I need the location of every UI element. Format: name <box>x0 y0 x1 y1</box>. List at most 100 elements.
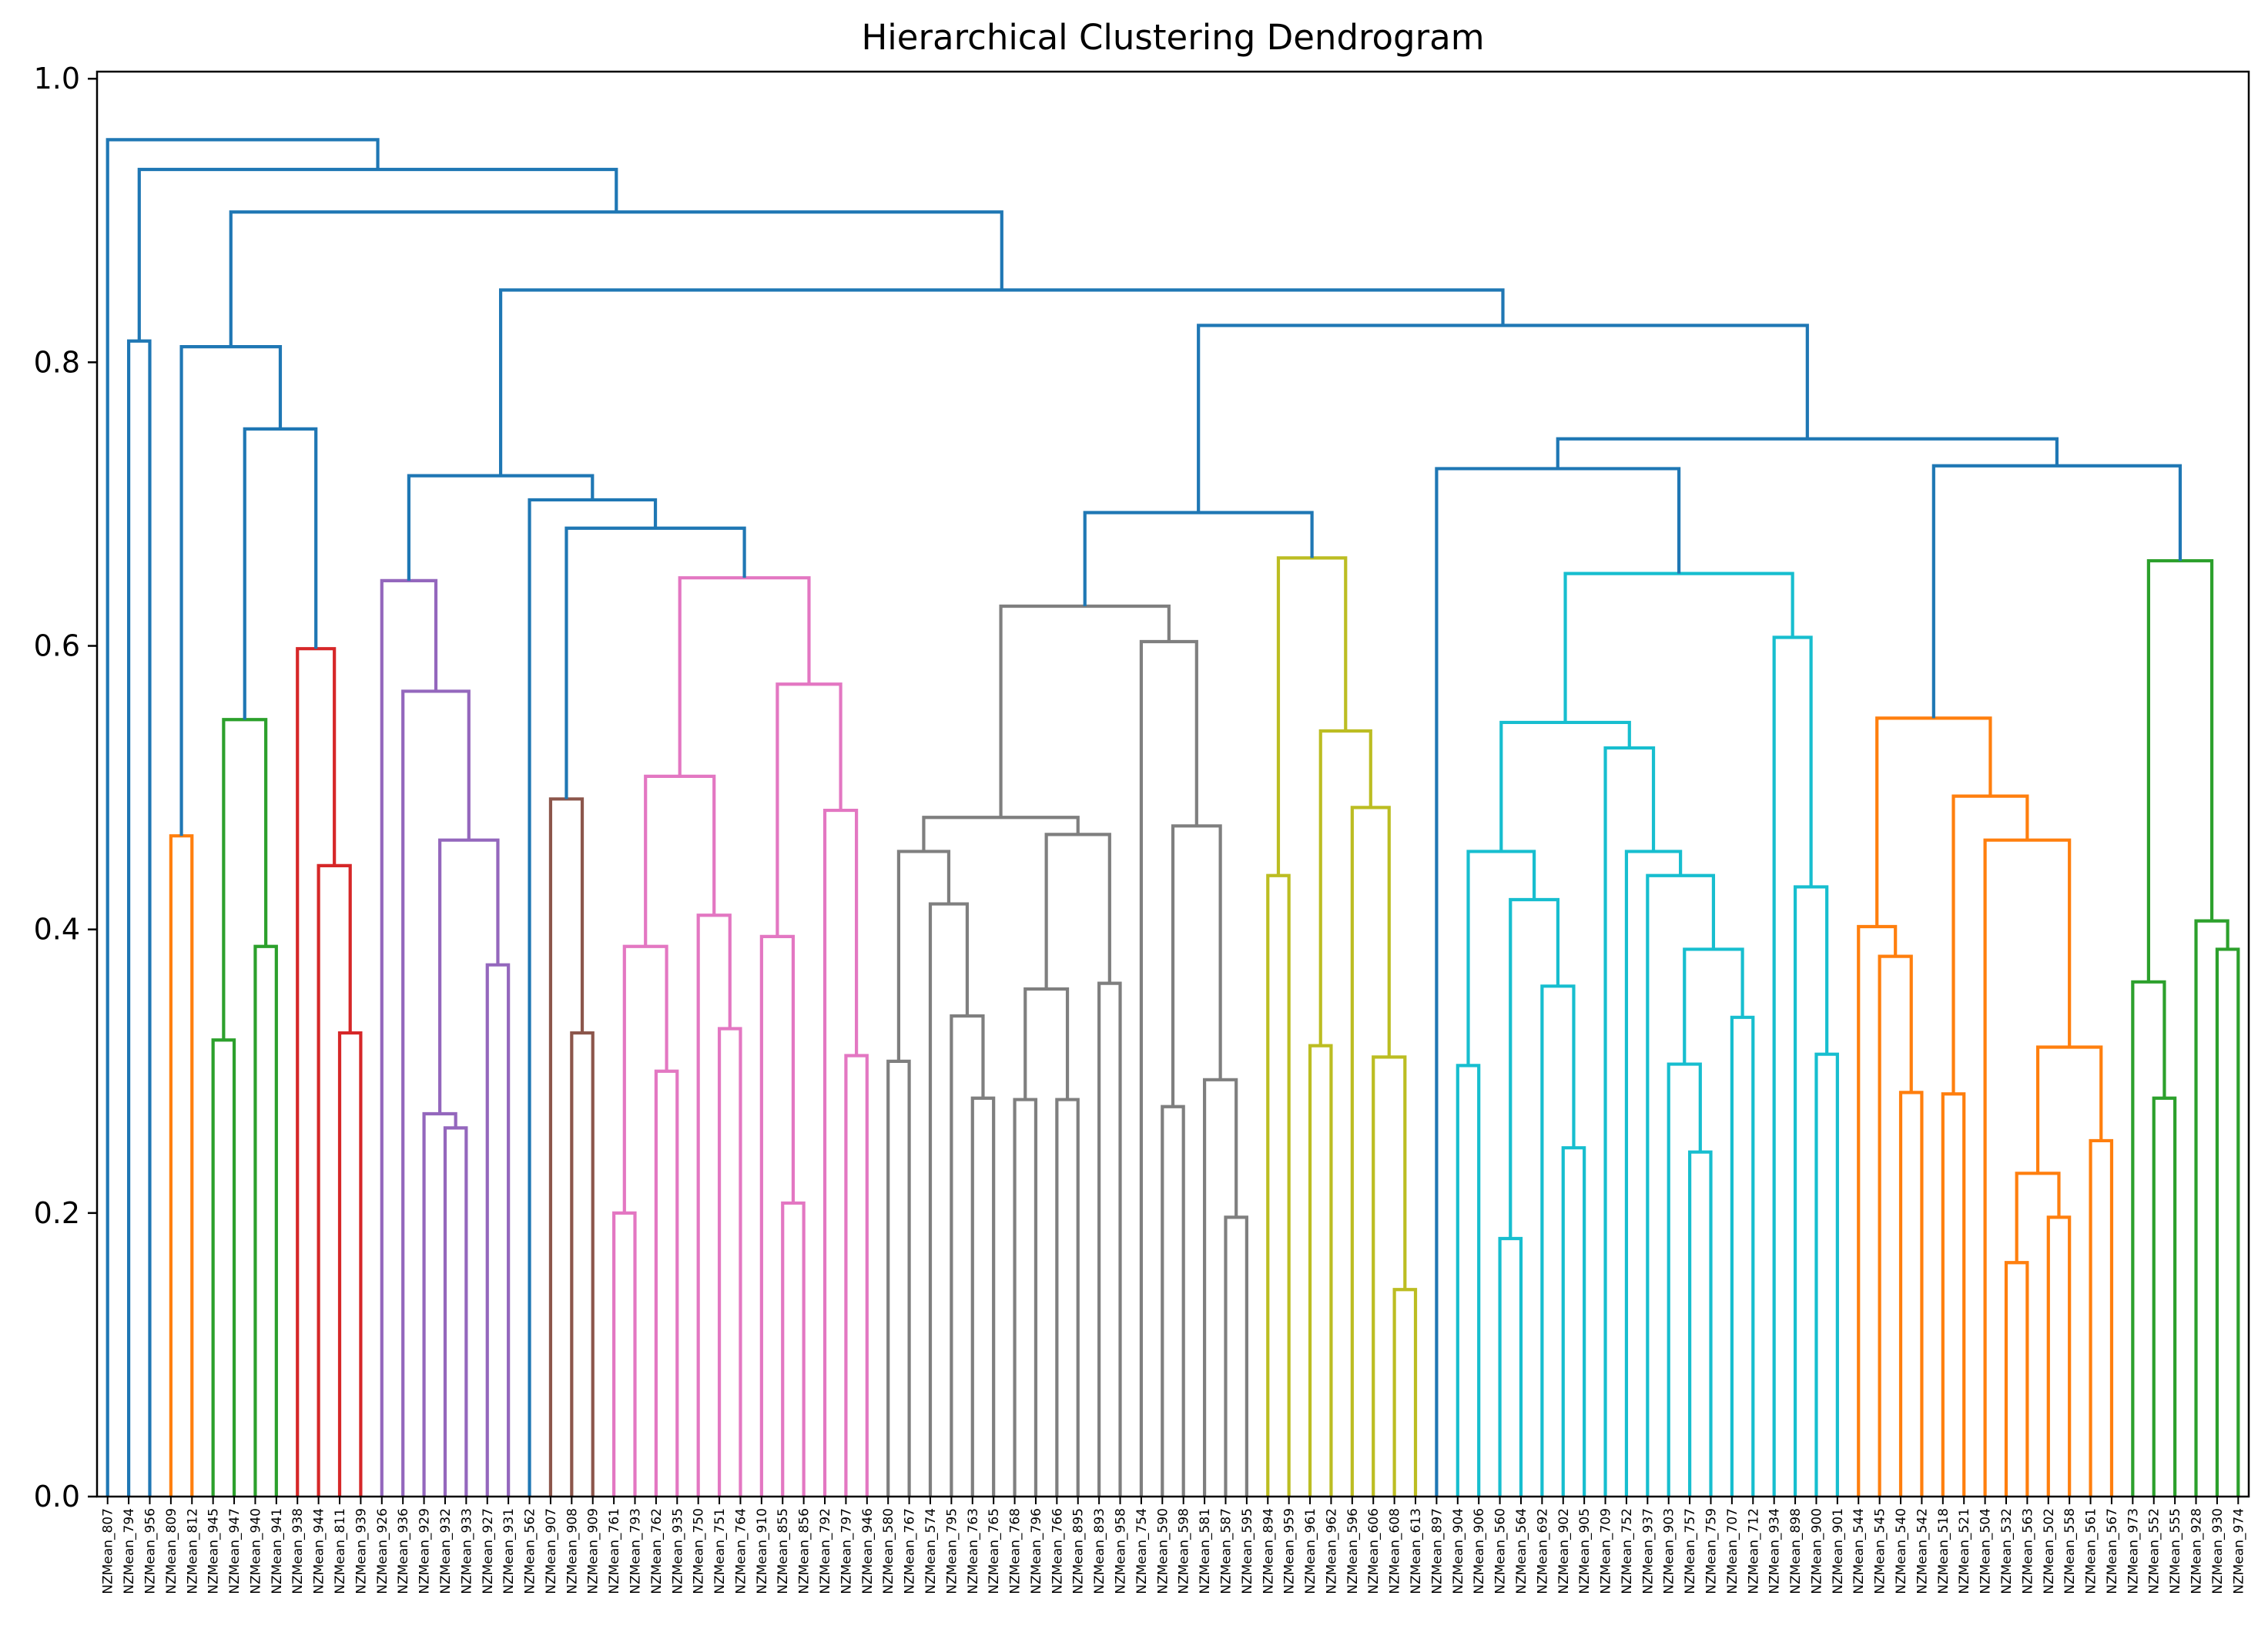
dendrogram-link-72 <box>1499 720 1631 852</box>
leaf-label: NZMean_906 <box>1472 1508 1487 1594</box>
dendrogram-link-77 <box>1435 467 1681 1497</box>
y-tick-label: 0.8 <box>34 345 80 379</box>
dendrogram-link-62 <box>1540 984 1576 1497</box>
leaf-label: NZMean_765 <box>987 1508 1002 1594</box>
leaf-label: NZMean_750 <box>692 1508 707 1594</box>
dendrogram-link-90 <box>2152 1096 2177 1497</box>
dendrogram-link-68 <box>1683 947 1744 1064</box>
dendrogram-link-28 <box>822 808 859 1497</box>
dendrogram-link-25 <box>781 1201 806 1497</box>
leaf-label: NZMean_936 <box>396 1508 411 1594</box>
dendrogram-link-53 <box>1372 1055 1407 1497</box>
leaf-label: NZMean_540 <box>1894 1508 1909 1594</box>
leaf-label: NZMean_973 <box>2126 1508 2141 1594</box>
y-tick-label: 0.6 <box>34 629 80 663</box>
y-tick-label: 0.0 <box>34 1480 80 1514</box>
leaf-label: NZMean_759 <box>1704 1508 1720 1594</box>
dendrogram-link-94 <box>2146 558 2214 982</box>
y-axis: 0.0 0.2 0.4 0.6 0.8 1.0 <box>34 62 97 1514</box>
leaf-label: NZMean_959 <box>1282 1508 1298 1594</box>
dendrogram-link-52 <box>1392 1288 1418 1497</box>
dendrogram-link-26 <box>759 934 796 1497</box>
dendrogram-link-36 <box>950 1014 985 1497</box>
leaf-label: NZMean_561 <box>2084 1508 2099 1594</box>
leaf-label: NZMean_855 <box>776 1508 791 1594</box>
leaf-label: NZMean_929 <box>417 1508 433 1594</box>
dendrogram-link-4 <box>253 944 278 1497</box>
dendrogram-link-71 <box>1603 746 1656 1497</box>
leaf-label: NZMean_613 <box>1409 1508 1424 1594</box>
leaf-label: NZMean_945 <box>206 1508 222 1594</box>
leaf-label: NZMean_932 <box>438 1508 454 1594</box>
dendrogram-link-38 <box>896 850 951 1061</box>
dendrogram-link-7 <box>317 863 352 1497</box>
dendrogram-link-101 <box>106 138 380 1497</box>
dendrogram-link-1 <box>126 339 152 1497</box>
leaf-label: NZMean_961 <box>1303 1508 1318 1594</box>
dendrogram-links <box>106 138 2240 1497</box>
dendrogram-link-54 <box>1350 806 1391 1497</box>
leaf-label: NZMean_937 <box>1640 1508 1656 1594</box>
leaf-label: NZMean_928 <box>2189 1508 2205 1594</box>
dendrogram-link-33 <box>407 474 595 581</box>
leaf-label: NZMean_764 <box>733 1508 749 1594</box>
dendrogram-link-19 <box>612 1211 637 1497</box>
leaf-label: NZMean_905 <box>1577 1508 1593 1594</box>
leaf-label: NZMean_562 <box>523 1508 538 1594</box>
dendrogram-link-24 <box>644 774 716 947</box>
dendrogram-link-27 <box>844 1054 869 1497</box>
y-tick-label: 1.0 <box>34 62 80 96</box>
dendrogram-link-92 <box>2215 947 2240 1497</box>
dendrogram-link-89 <box>1875 716 1992 927</box>
leaf-label: NZMean_958 <box>1114 1508 1129 1594</box>
leaf-label: NZMean_926 <box>375 1508 390 1594</box>
dendrogram-link-59 <box>1456 1064 1481 1497</box>
leaf-label: NZMean_795 <box>944 1508 960 1594</box>
leaf-label: NZMean_900 <box>1809 1508 1824 1594</box>
leaf-label: NZMean_939 <box>353 1508 369 1594</box>
leaf-label: NZMean_794 <box>122 1508 137 1594</box>
dendrogram-link-15 <box>401 689 471 1497</box>
dendrogram-link-75 <box>1772 635 1813 1497</box>
leaf-label: NZMean_956 <box>142 1508 158 1594</box>
leaf-label: NZMean_581 <box>1198 1508 1213 1594</box>
leaf-label: NZMean_907 <box>544 1508 559 1594</box>
dendrogram-link-22 <box>717 1027 742 1497</box>
leaf-label: NZMean_763 <box>966 1508 981 1594</box>
leaf-label: NZMean_938 <box>290 1508 306 1594</box>
dendrogram-link-30 <box>678 576 811 776</box>
leaf-label: NZMean_518 <box>1936 1508 1951 1594</box>
dendrogram-link-98 <box>498 288 1505 476</box>
dendrogram-link-66 <box>1667 1062 1702 1497</box>
leaf-label: NZMean_754 <box>1134 1508 1150 1594</box>
dendrogram-link-85 <box>2035 1045 2103 1174</box>
dendrogram-link-17 <box>570 1031 595 1497</box>
dendrogram-link-12 <box>422 1111 457 1497</box>
dendrogram-link-73 <box>1814 1052 1839 1497</box>
leaf-label: NZMean_766 <box>1050 1508 1065 1594</box>
leaf-label: NZMean_931 <box>501 1508 517 1594</box>
plot-frame <box>95 70 2250 1498</box>
dendrogram-link-45 <box>1161 1105 1185 1497</box>
dendrogram-link-64 <box>1466 850 1536 1066</box>
leaf-label: NZMean_856 <box>797 1508 812 1594</box>
leaf-label: NZMean_903 <box>1662 1508 1677 1594</box>
dendrogram-link-91 <box>2131 980 2166 1497</box>
leaf-label: NZMean_934 <box>1767 1508 1783 1594</box>
leaf-label: NZMean_564 <box>1514 1508 1529 1594</box>
dendrogram-link-31 <box>564 526 746 800</box>
leaf-label: NZMean_757 <box>1683 1508 1698 1594</box>
leaf-label: NZMean_580 <box>881 1508 896 1594</box>
leaf-label: NZMean_545 <box>1873 1508 1888 1594</box>
leaf-label: NZMean_895 <box>1071 1508 1087 1594</box>
leaf-label: NZMean_567 <box>2105 1508 2120 1594</box>
leaf-label: NZMean_544 <box>1851 1508 1867 1594</box>
leaf-label: NZMean_762 <box>649 1508 665 1594</box>
dendrogram-link-56 <box>1318 729 1372 1046</box>
dendrogram-link-57 <box>1276 556 1348 876</box>
dendrogram-link-80 <box>1857 924 1898 1497</box>
dendrogram-link-81 <box>2004 1261 2029 1497</box>
y-tick-label: 0.4 <box>34 913 80 947</box>
dendrogram-link-48 <box>1171 824 1222 1107</box>
leaf-label: NZMean_596 <box>1345 1508 1361 1594</box>
